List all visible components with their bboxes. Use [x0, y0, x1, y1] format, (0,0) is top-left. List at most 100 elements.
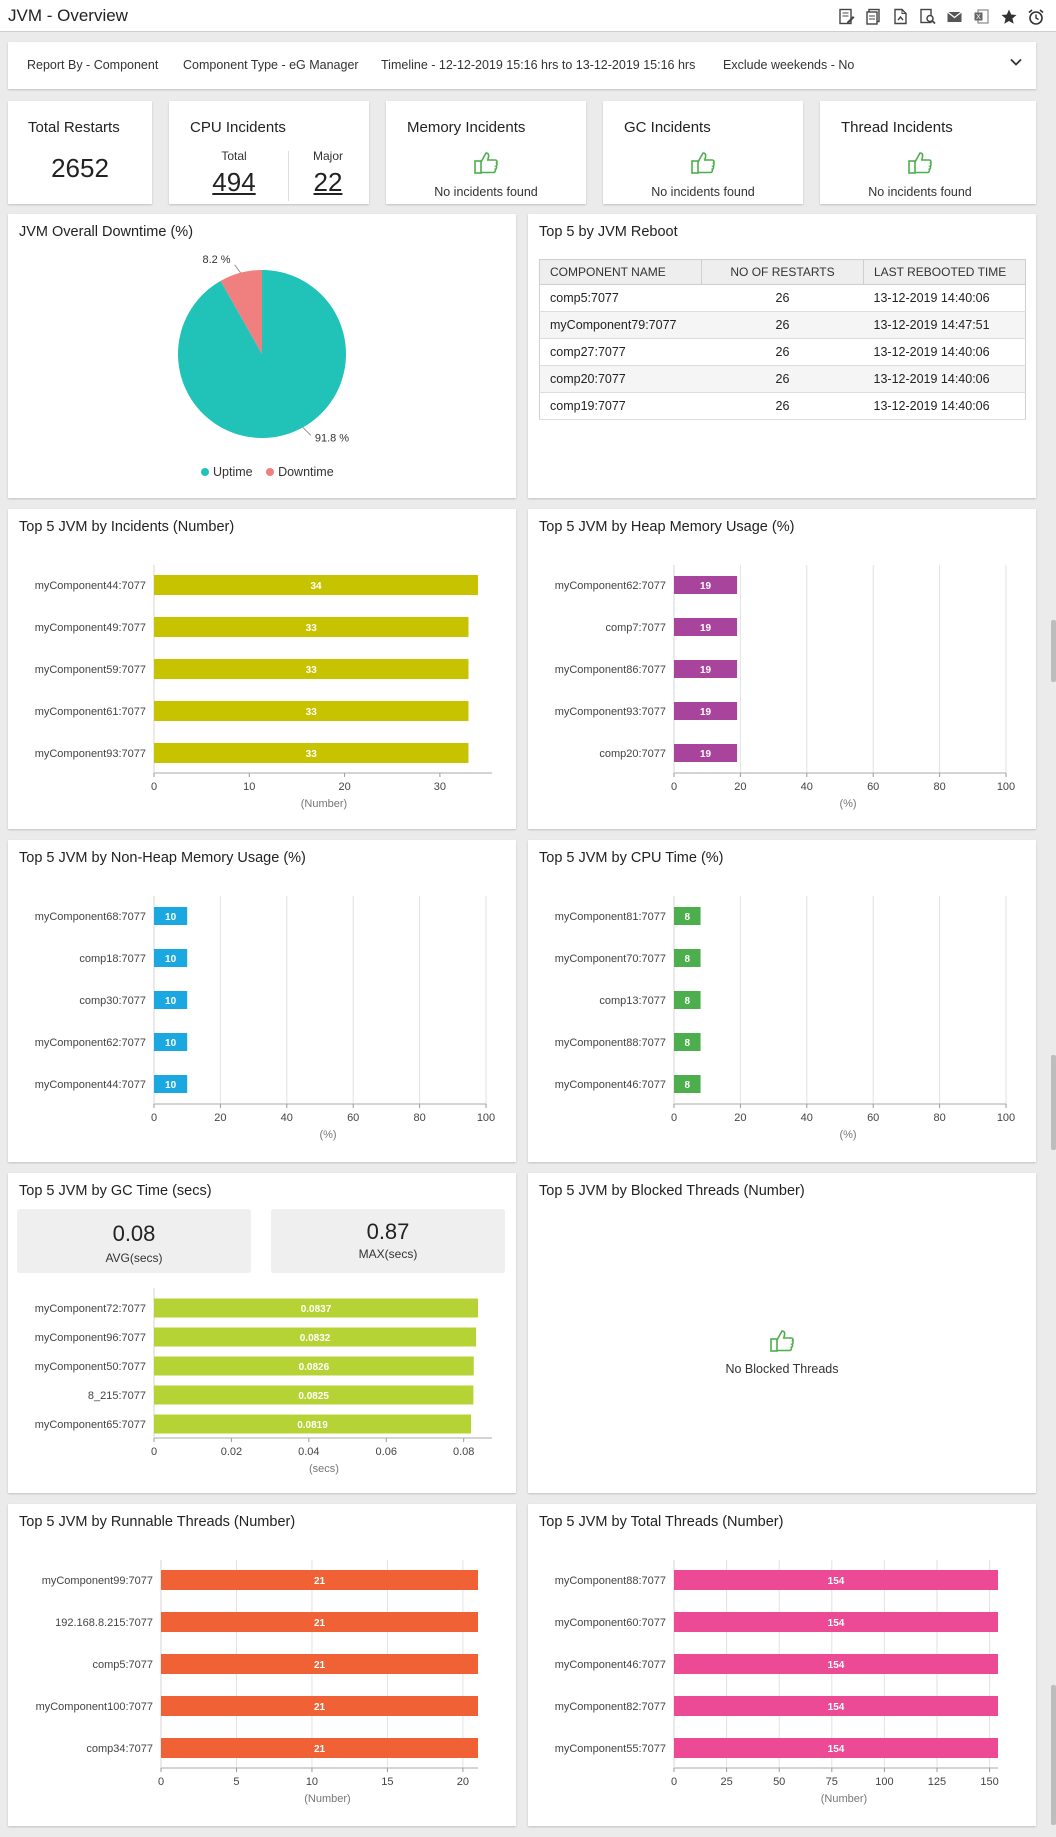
y-category-label: myComponent65:7077: [35, 1419, 146, 1431]
bar[interactable]: [154, 1327, 477, 1347]
bar[interactable]: [154, 1075, 188, 1093]
downtime-pie-chart: 8.2 % 91.8 %: [177, 254, 349, 444]
kpi-divider: [288, 151, 289, 201]
bar[interactable]: [154, 991, 188, 1009]
x-tick-label: 100: [875, 1776, 893, 1788]
bar[interactable]: [674, 660, 738, 678]
x-tick-label: 5: [233, 1776, 239, 1788]
y-category-label: comp7:7077: [605, 622, 666, 634]
bar[interactable]: [674, 1738, 998, 1758]
x-axis-title: (Number): [304, 1793, 350, 1805]
y-category-label: myComponent86:7077: [555, 664, 666, 676]
bar[interactable]: [154, 907, 188, 925]
bar[interactable]: [674, 1654, 998, 1674]
column-header-restarts[interactable]: NO OF RESTARTS: [701, 259, 864, 285]
bar[interactable]: [161, 1654, 478, 1674]
favorite-star-icon[interactable]: [998, 6, 1019, 27]
column-header-last-rebooted[interactable]: LAST REBOOTED TIME: [863, 259, 1026, 285]
bar[interactable]: [154, 1298, 478, 1318]
x-tick-label: 0: [671, 1776, 677, 1788]
bar[interactable]: [674, 744, 738, 762]
bar[interactable]: [674, 1075, 701, 1093]
panel-jvm-downtime: JVM Overall Downtime (%) 8.2 % 91.8 % Upt…: [8, 214, 516, 498]
legend-uptime-label: Uptime: [213, 465, 253, 479]
y-category-label: myComponent62:7077: [555, 580, 666, 592]
pdf-export-icon[interactable]: [890, 6, 911, 27]
bar[interactable]: [154, 617, 469, 637]
x-axis-title: (%): [319, 1129, 336, 1141]
column-header-component[interactable]: COMPONENT NAME: [539, 259, 702, 285]
x-axis-title: (%): [839, 1129, 856, 1141]
bar-value-label: 8: [684, 996, 690, 1007]
bar[interactable]: [674, 702, 738, 720]
bar[interactable]: [154, 701, 469, 721]
page-scrollbar-thumb-secondary[interactable]: [1051, 1055, 1056, 1150]
bar[interactable]: [154, 659, 469, 679]
bar[interactable]: [674, 1612, 998, 1632]
x-tick-label: 80: [413, 1112, 425, 1124]
bar-value-label: 8: [684, 1080, 690, 1091]
x-tick-label: 15: [381, 1776, 393, 1788]
excel-export-icon[interactable]: X: [971, 6, 992, 27]
y-category-label: myComponent93:7077: [555, 706, 666, 718]
kpi-value: 2652: [51, 153, 109, 183]
kpi-total-value[interactable]: 494: [212, 167, 256, 197]
legend-item-downtime[interactable]: Downtime: [266, 465, 334, 479]
bar[interactable]: [674, 576, 738, 594]
panel-title: Top 5 JVM by Blocked Threads (Number): [539, 1183, 805, 1199]
bar-value-label: 33: [306, 707, 318, 718]
y-category-label: myComponent44:7077: [35, 1079, 146, 1091]
bar[interactable]: [674, 1570, 998, 1590]
bar[interactable]: [154, 1033, 188, 1051]
bar[interactable]: [674, 991, 701, 1009]
bar[interactable]: [674, 1696, 998, 1716]
bar[interactable]: [154, 743, 469, 763]
bar[interactable]: [154, 1385, 474, 1405]
legend-item-uptime[interactable]: Uptime: [201, 465, 253, 479]
panel-total-threads: Top 5 JVM by Total Threads (Number) 0 25 5…: [528, 1504, 1036, 1826]
bar[interactable]: [674, 618, 738, 636]
bar[interactable]: [674, 949, 701, 967]
bar[interactable]: [154, 949, 188, 967]
copy-report-icon[interactable]: [863, 6, 884, 27]
email-icon[interactable]: [944, 6, 965, 27]
bar[interactable]: [161, 1612, 478, 1632]
x-tick-label: 20: [734, 781, 746, 793]
pie-slice-downtime[interactable]: [220, 270, 262, 354]
bar[interactable]: [154, 1356, 474, 1376]
bar[interactable]: [674, 1033, 701, 1051]
panel-title: Top 5 JVM by Incidents (Number): [19, 519, 235, 535]
page-scrollbar-thumb-lower[interactable]: [1051, 1685, 1056, 1825]
bar-value-label: 0.0826: [299, 1362, 330, 1373]
page-scrollbar-thumb[interactable]: [1051, 620, 1056, 682]
bar[interactable]: [154, 1414, 472, 1434]
bar-value-label: 0.0837: [301, 1304, 332, 1315]
bar[interactable]: [161, 1738, 478, 1758]
y-category-label: myComponent70:7077: [555, 953, 666, 965]
cell-restarts: 26: [701, 392, 864, 420]
kpi-memory-incidents: Memory Incidents No incidents found: [386, 101, 586, 204]
cell-last-rebooted: 13-12-2019 14:40:06: [863, 392, 1026, 420]
bar-value-label: 0.0825: [298, 1391, 329, 1402]
x-tick-label: 80: [933, 781, 945, 793]
kpi-major-label: Major: [312, 149, 343, 163]
filter-timeline: Timeline - 12-12-2019 15:16 hrs to 13-12…: [381, 58, 695, 72]
search-report-icon[interactable]: [917, 6, 938, 27]
chevron-down-icon[interactable]: [1008, 54, 1024, 70]
bar[interactable]: [161, 1696, 478, 1716]
bar[interactable]: [161, 1570, 478, 1590]
bar[interactable]: [674, 907, 701, 925]
kpi-title: Memory Incidents: [407, 119, 526, 136]
y-category-label: comp5:7077: [92, 1659, 153, 1671]
bar[interactable]: [154, 575, 478, 595]
schedule-alarm-icon[interactable]: [1025, 6, 1046, 27]
non-heap-memory-bar-chart: 0 20 40 60 80 100 myComponent68:7077 10 comp18:7…: [35, 896, 495, 1141]
y-category-label: myComponent49:7077: [35, 622, 146, 634]
cell-component: myComponent79:7077: [539, 311, 702, 339]
y-category-label: comp34:7077: [86, 1743, 153, 1755]
kpi-major-value[interactable]: 22: [313, 167, 343, 197]
y-category-label: myComponent55:7077: [555, 1743, 666, 1755]
bar-value-label: 19: [700, 707, 712, 718]
kpi-title: Thread Incidents: [841, 119, 953, 136]
report-edit-icon[interactable]: [836, 6, 857, 27]
